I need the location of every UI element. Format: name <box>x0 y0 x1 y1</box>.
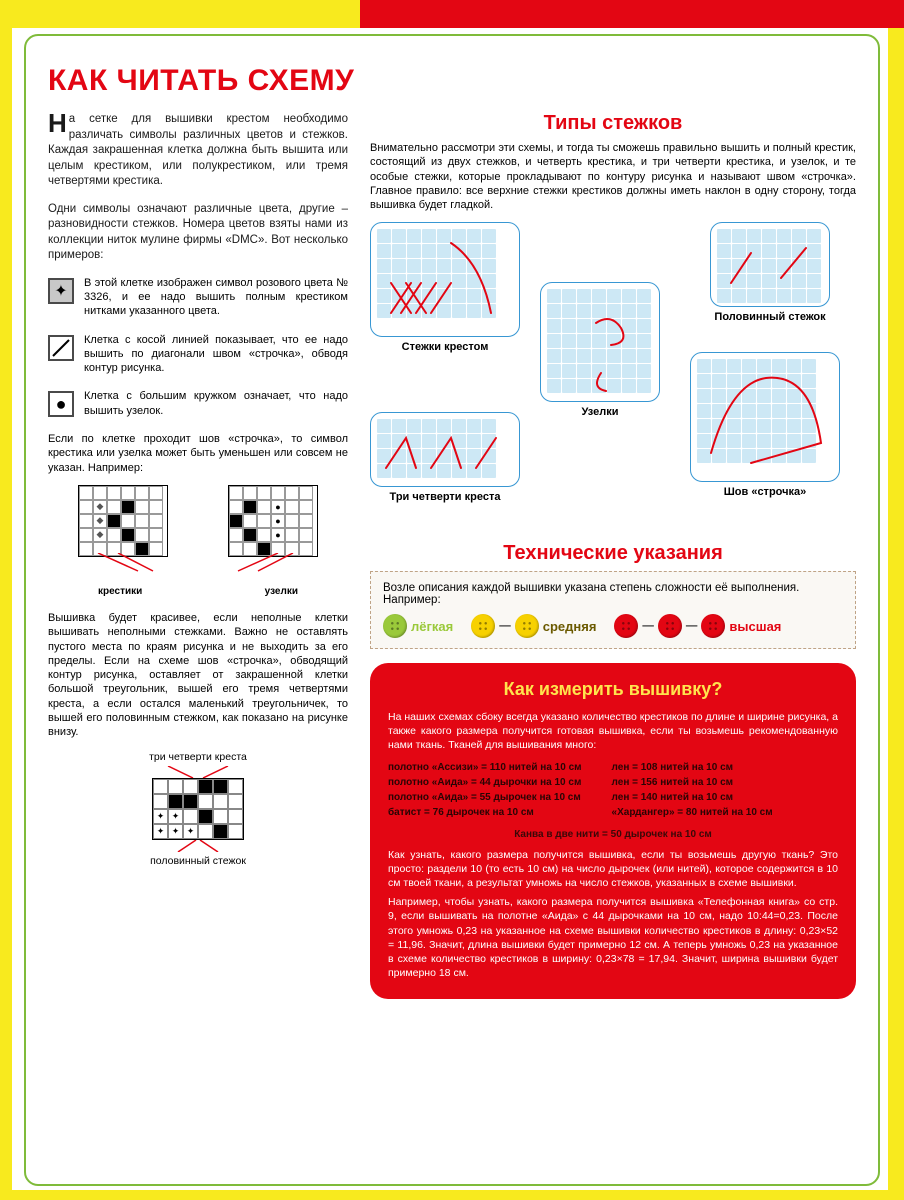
stitch-cross: Стежки крестом <box>370 222 520 353</box>
stitches-title: Типы стежков <box>370 112 856 135</box>
two-column-layout: Н а сетке для вышивки крестом необходимо… <box>48 112 856 999</box>
left-column: Н а сетке для вышивки крестом необходимо… <box>48 112 348 999</box>
right-column: Типы стежков Внимательно рассмотри эти с… <box>370 112 856 999</box>
canvas-line: Канва в две нити = 50 дырочек на 10 см <box>388 828 838 842</box>
grid-diagram-left <box>78 485 168 578</box>
difficulty-высшая: ——высшая <box>614 614 781 638</box>
stitch-cross-diagram <box>370 222 520 337</box>
para-after-symbols: Если по клетке проходит шов «строчка», т… <box>48 432 348 475</box>
intro-paragraph-2: Одни символы означают различные цвета, д… <box>48 202 348 264</box>
stitch-gallery: Стежки крестом Половинный стежок Узелки Три… <box>370 222 856 542</box>
red-p3: Например, чтобы узнать, какого размера п… <box>388 895 838 980</box>
fabrics-left: полотно «Ассизи» = 110 нитей на 10 см по… <box>388 760 582 820</box>
stitch-knots-diagram <box>540 282 660 402</box>
button-icon <box>614 614 638 638</box>
top-red-strip <box>360 0 904 28</box>
fabric-columns: полотно «Ассизи» = 110 нитей на 10 см по… <box>388 760 838 820</box>
symbol-row-slash: Клетка с косой линией показывает, что ее… <box>48 333 348 376</box>
tech-box: Возле описания каждой вышивки указана ст… <box>370 571 856 649</box>
stitch-line-diagram <box>690 352 840 482</box>
grid-diagram-pair <box>48 485 348 578</box>
button-icon <box>471 614 495 638</box>
red-p1: На наших схемах сбоку всегда указано кол… <box>388 710 838 753</box>
grid-diagram-right <box>228 485 318 578</box>
label-half-stitch: половинный стежок <box>150 855 246 867</box>
symbol-star-text: В этой клетке изображен символ розового … <box>84 276 348 319</box>
long-para: Вышивка будет красивее, если неполные кл… <box>48 611 348 740</box>
red-panel-title: Как измерить вышивку? <box>388 677 838 701</box>
label-crosses: крестики <box>98 586 142 597</box>
label-knots: узелки <box>265 586 298 597</box>
symbol-slash-icon <box>48 335 74 361</box>
stitch-three-caption: Три четверти креста <box>370 491 520 503</box>
stitch-line-caption: Шов «строчка» <box>690 486 840 498</box>
bottom-diagram: три четверти креста половинный стежок <box>48 748 348 870</box>
button-icon <box>701 614 725 638</box>
symbol-star-icon: ✦ <box>48 278 74 304</box>
diagram-pair-labels: крестики узелки <box>48 586 348 597</box>
intro-text-1: а сетке для вышивки крестом необходимо р… <box>48 113 348 187</box>
tech-title: Технические указания <box>370 542 856 565</box>
tech-intro: Возле описания каждой вышивки указана ст… <box>383 582 843 606</box>
symbol-dot-text: Клетка с большим кружком означает, что н… <box>84 389 348 418</box>
stitch-knots-caption: Узелки <box>540 406 660 418</box>
difficulty-label: высшая <box>729 619 781 634</box>
page-title: КАК ЧИТАТЬ СХЕМУ <box>48 64 856 98</box>
stitch-half-diagram <box>710 222 830 307</box>
stitch-half-caption: Половинный стежок <box>710 311 830 323</box>
button-icon <box>658 614 682 638</box>
red-p2: Как узнать, какого размера получится выш… <box>388 848 838 891</box>
red-panel: Как измерить вышивку? На наших схемах сб… <box>370 663 856 999</box>
stitch-knots: Узелки <box>540 282 660 418</box>
page-container: КАК ЧИТАТЬ СХЕМУ Н а сетке для вышивки к… <box>24 34 880 1186</box>
symbol-slash-text: Клетка с косой линией показывает, что ее… <box>84 333 348 376</box>
stitch-three: Три четверти креста <box>370 412 520 503</box>
difficulty-средняя: —средняя <box>471 614 596 638</box>
stitches-intro: Внимательно рассмотри эти схемы, и тогда… <box>370 141 856 212</box>
button-icon <box>383 614 407 638</box>
difficulty-row: лёгкая —средняя ——высшая <box>383 614 843 638</box>
button-icon <box>515 614 539 638</box>
symbol-row-star: ✦ В этой клетке изображен символ розовог… <box>48 276 348 319</box>
stitch-three-diagram <box>370 412 520 487</box>
difficulty-label: средняя <box>543 619 597 634</box>
symbol-row-dot: ● Клетка с большим кружком означает, что… <box>48 389 348 418</box>
difficulty-лёгкая: лёгкая <box>383 614 453 638</box>
intro-paragraph-1: Н а сетке для вышивки крестом необходимо… <box>48 112 348 190</box>
symbol-dot-icon: ● <box>48 391 74 417</box>
stitch-cross-caption: Стежки крестом <box>370 341 520 353</box>
label-three-quarter: три четверти креста <box>149 751 247 763</box>
fabrics-right: лен = 108 нитей на 10 см лен = 156 нитей… <box>612 760 773 820</box>
stitch-half: Половинный стежок <box>710 222 830 323</box>
stitch-line: Шов «строчка» <box>690 352 840 498</box>
difficulty-label: лёгкая <box>411 619 453 634</box>
dropcap: Н <box>48 112 69 135</box>
